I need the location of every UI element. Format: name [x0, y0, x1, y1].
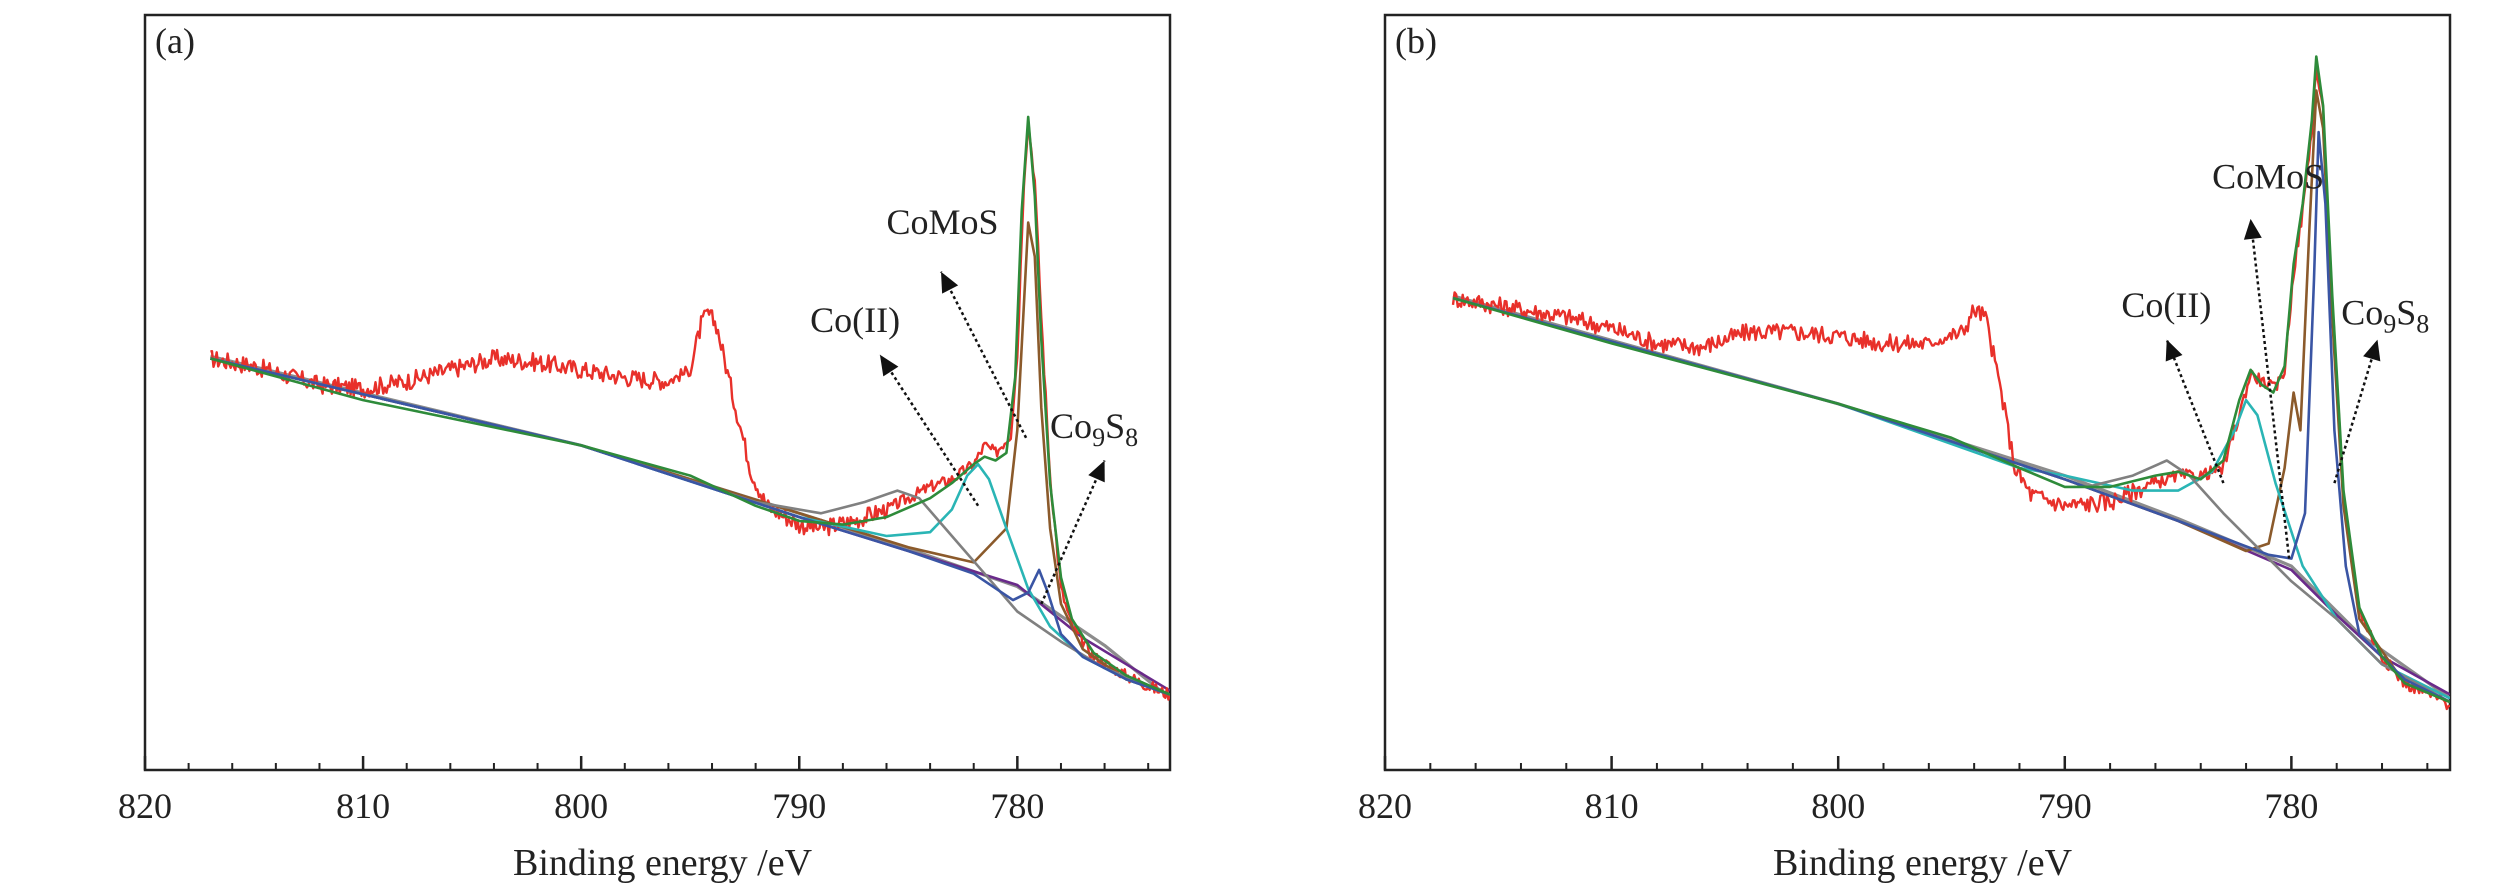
xps-chart-a: 820 810 800 790 780 Binding energy /eV (a) CoMo…	[118, 13, 1172, 884]
series-background-7	[210, 354, 1170, 700]
annotation-arrow-head	[2243, 218, 2262, 240]
annotation-arrow-head	[941, 271, 959, 294]
series-raw-0	[210, 119, 1170, 701]
annotation-arrow-head	[1088, 460, 1105, 483]
annotation-arrow-line	[2249, 218, 2291, 559]
series-background-7	[1452, 294, 2450, 700]
annotation-label: CoMoS	[2212, 157, 2324, 197]
series-baseline-6	[210, 357, 1170, 692]
annotation-arrow-head	[2363, 339, 2381, 362]
annotation-arrow-line	[878, 354, 980, 507]
annotation-arrow-head	[879, 354, 899, 377]
x-tick-label: 820	[118, 786, 172, 826]
x-tick-label: 790	[2038, 786, 2092, 826]
x-tick-label: 820	[1358, 786, 1412, 826]
x-tick-label: 810	[336, 786, 390, 826]
series-component-4	[1452, 296, 2450, 704]
x-tick-label: 800	[554, 786, 608, 826]
annotation-arrow-line	[939, 271, 1028, 439]
x-tick-label: 790	[772, 786, 826, 826]
annotation-label: Co(II)	[2121, 285, 2211, 325]
panel-b: 820 810 800 790 780 Binding energy /eV (b) CoMo…	[1240, 0, 2520, 890]
panel-label: (a)	[155, 21, 195, 61]
series-component-5	[210, 357, 1170, 696]
series-baseline-6	[1452, 296, 2450, 696]
xps-chart-b: 820 810 800 790 780 Binding energy /eV (b) CoMo…	[1358, 13, 2452, 884]
annotation-arrow-line	[2333, 339, 2379, 484]
annotation-arrow-head	[2165, 339, 2183, 362]
annotation-arrow-line	[1040, 459, 1106, 605]
series-component-4	[210, 357, 1170, 696]
annotation-label: Co9S8	[2341, 293, 2429, 339]
x-tick-label: 810	[1585, 786, 1639, 826]
series-envelope-1	[210, 115, 1170, 696]
annotation-label: Co(II)	[810, 300, 900, 340]
series-component-2	[210, 221, 1170, 696]
panel-a: 820 810 800 790 780 Binding energy /eV (a) CoMo…	[0, 0, 1240, 890]
panel-label: (b)	[1395, 21, 1437, 61]
x-tick-label: 780	[990, 786, 1044, 826]
x-tick-label: 800	[1811, 786, 1865, 826]
annotation-label: CoMoS	[886, 202, 998, 242]
series-envelope-1	[1452, 55, 2450, 704]
series-component-5	[1452, 130, 2450, 704]
series-component-3	[1452, 296, 2450, 700]
x-axis-title: Binding energy /eV	[513, 842, 813, 884]
annotation-label: Co9S8	[1050, 406, 1138, 452]
plot-frame	[143, 13, 1172, 772]
x-axis-title: Binding energy /eV	[1773, 842, 2073, 884]
series-component-3	[210, 357, 1170, 696]
plot-frame	[1383, 13, 2452, 772]
annotation-arrow-line	[2165, 339, 2225, 484]
x-tick-label: 780	[2264, 786, 2318, 826]
